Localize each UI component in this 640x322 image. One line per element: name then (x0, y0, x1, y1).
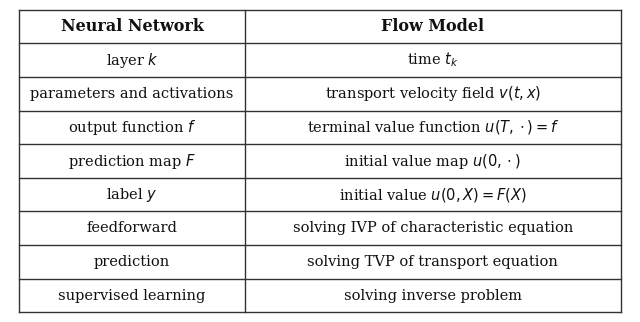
Text: Flow Model: Flow Model (381, 18, 484, 35)
Text: time $t_k$: time $t_k$ (407, 51, 459, 70)
Text: feedforward: feedforward (86, 221, 177, 235)
Text: label $y$: label $y$ (106, 185, 158, 204)
Text: prediction map $F$: prediction map $F$ (68, 151, 196, 171)
Text: initial value $u(0,X) = F(X)$: initial value $u(0,X) = F(X)$ (339, 185, 527, 204)
Text: layer $k$: layer $k$ (106, 51, 159, 70)
Text: solving inverse problem: solving inverse problem (344, 289, 522, 303)
Text: output function $f$: output function $f$ (68, 118, 196, 137)
Text: terminal value function $u(T,\cdot) = f$: terminal value function $u(T,\cdot) = f$ (307, 118, 559, 137)
Text: supervised learning: supervised learning (58, 289, 205, 303)
Text: initial value map $u(0,\cdot)$: initial value map $u(0,\cdot)$ (344, 151, 521, 171)
Text: solving IVP of characteristic equation: solving IVP of characteristic equation (292, 221, 573, 235)
Text: prediction: prediction (94, 255, 170, 269)
Text: parameters and activations: parameters and activations (30, 87, 234, 101)
Text: Neural Network: Neural Network (61, 18, 204, 35)
Text: transport velocity field $v(t,x)$: transport velocity field $v(t,x)$ (324, 84, 541, 103)
Text: solving TVP of transport equation: solving TVP of transport equation (307, 255, 558, 269)
